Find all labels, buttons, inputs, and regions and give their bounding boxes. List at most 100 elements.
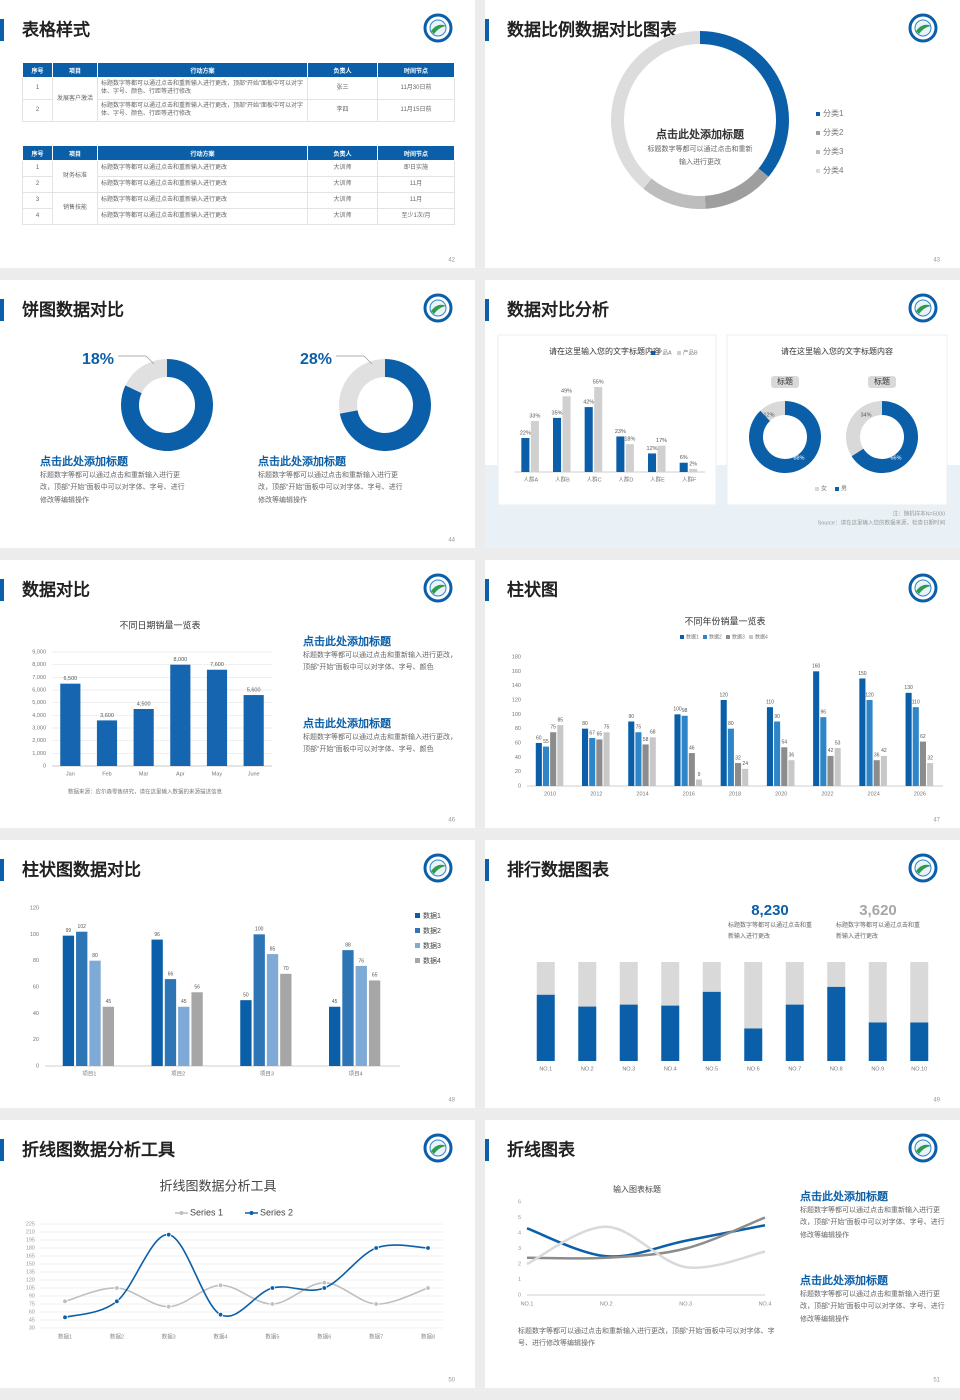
bar — [542, 746, 550, 786]
data-label: 6,500 — [63, 676, 77, 682]
block-heading: 点击此处添加标题 — [800, 1273, 889, 1287]
bar — [170, 664, 191, 766]
data-label: 60 — [536, 735, 542, 741]
table-cell: 11月 — [377, 176, 455, 193]
block-heading: 点击此处添加标题 — [303, 634, 392, 648]
bar — [919, 741, 926, 786]
data-label: 18% — [624, 437, 635, 443]
table-row: 1 财务标准 标题数字等都可以通过点击和重新输入进行更改 大训师 即日实施 — [22, 160, 455, 193]
y-tick-label: 180 — [26, 1245, 35, 1251]
bar-segment — [702, 962, 721, 992]
page-number: 43 — [933, 258, 940, 264]
x-tick-label: Apr — [176, 771, 185, 777]
data-label: 56 — [194, 985, 200, 991]
x-tick-label: 2026 — [914, 791, 926, 797]
bar-segment — [785, 1004, 804, 1061]
data-label: 99 — [66, 928, 72, 934]
x-tick-label: Mar — [139, 771, 149, 777]
data-label: 75 — [604, 725, 610, 731]
bar — [628, 721, 635, 786]
legend-swatch — [816, 131, 820, 135]
data-label: 68 — [650, 730, 656, 736]
bar — [596, 739, 603, 786]
table-cell: 11月30日前 — [377, 77, 455, 100]
page-number: 48 — [448, 1098, 455, 1104]
y-tick-label: 45 — [29, 1317, 35, 1323]
bar — [679, 462, 688, 472]
bar-segment — [578, 962, 597, 1007]
donut-segment — [121, 359, 213, 451]
bar — [681, 715, 688, 786]
logo — [431, 304, 446, 314]
header-row: 序号 项目 行动方案 负责人 时间节点 — [22, 62, 455, 78]
data-label: 2% — [689, 461, 697, 467]
bar — [788, 760, 795, 786]
data-label: 53 — [835, 740, 841, 746]
donut-segment — [125, 359, 167, 394]
bar — [859, 678, 866, 786]
title-accent — [0, 579, 4, 601]
bar-segment — [619, 1004, 638, 1061]
bar-segment — [702, 991, 721, 1061]
data-label: 85 — [270, 946, 276, 952]
y-tick-label: 40 — [33, 1011, 39, 1017]
title-accent — [0, 19, 4, 41]
bar-segment — [619, 962, 638, 1005]
x-tick-label: 2016 — [683, 791, 695, 797]
table-row: 1 发展客户激活 标题数字等都可以通过点击和重新输入进行更改，顶部“开始”面板中可以… — [22, 77, 455, 122]
data-label: 120 — [720, 692, 729, 698]
source-note: 数据来源：应尔森零售研究，请在这里输入数据的来源描述信息 — [68, 787, 223, 795]
data-label: 100 — [673, 707, 682, 713]
y-tick-label: 120 — [512, 697, 521, 703]
data-table: 序号 项目 行动方案 负责人 时间节点 1 财务标准 标题数字等都可以通过点击和重新输入进行更… — [22, 145, 455, 225]
legend-swatch — [816, 169, 820, 173]
stat-text: 标题数字等都可以通过点击和重新输入进行更改 — [728, 923, 813, 940]
data-label: 17% — [656, 438, 667, 444]
page-number: 44 — [448, 538, 455, 544]
x-tick-label: 2014 — [636, 791, 648, 797]
logo — [916, 864, 931, 874]
data-table: 序号 项目 行动方案 负责人 时间节点 1 发展客户激活 标题数字等都可以通过点击和重新输入进… — [22, 62, 455, 122]
y-tick-label: 30 — [29, 1325, 35, 1331]
x-tick-label: 数据6 — [317, 1332, 331, 1340]
bar — [96, 720, 118, 766]
donut-segment — [704, 168, 769, 209]
x-tick-label: Feb — [102, 771, 111, 777]
data-label: 76 — [359, 958, 365, 964]
legend-swatch — [415, 913, 420, 918]
x-tick-label: 2018 — [729, 791, 741, 797]
y-tick-label: 8,000 — [32, 662, 46, 668]
y-tick-label: 5 — [518, 1215, 521, 1221]
bar-segment — [744, 1028, 763, 1061]
data-label: 150 — [858, 671, 867, 677]
table-cell: 标题数字等都可以通过点击和重新输入进行更改，顶部“开始”面板中可以对字体、字号、… — [97, 99, 308, 122]
legend-label: 数据2 — [423, 926, 441, 935]
data-label: 8,000 — [173, 657, 187, 663]
x-tick-label: 数据2 — [110, 1332, 124, 1340]
slide-title: 柱状图 — [507, 579, 558, 599]
data-label: 12% — [763, 412, 774, 418]
table-row: 2 标题数字等都可以通过点击和重新输入进行更改，顶部“开始”面板中可以对字体、字号… — [22, 99, 455, 122]
legend-swatch — [749, 635, 753, 639]
data-label: 96 — [821, 710, 827, 716]
page-number: 47 — [933, 818, 940, 824]
bar — [243, 695, 264, 766]
data-label: 70 — [283, 966, 289, 972]
legend-label: 分类2 — [823, 127, 844, 137]
header-cell: 时间节点 — [377, 62, 455, 78]
block-text: 标题数字等都可以通过点击和重新输入进行更改，顶部“开始”面板中可以对字体、字号、… — [800, 1291, 945, 1323]
table-cell: 大训师 — [307, 160, 378, 177]
logo — [916, 584, 931, 594]
bar — [62, 935, 75, 1066]
table-cell: 大训师 — [307, 208, 378, 225]
table-cell: 1 — [22, 77, 53, 100]
block-heading: 点击此处添加标题 — [303, 716, 392, 730]
table-cell: 至少1次/月 — [377, 208, 455, 225]
header-cell: 项目 — [52, 62, 98, 78]
legend-label: 分类4 — [823, 165, 844, 175]
data-label: 45 — [106, 999, 112, 1005]
data-label: 90 — [774, 714, 780, 720]
slide-title: 数据对比分析 — [507, 299, 609, 319]
data-label: 88% — [793, 455, 804, 461]
slide-title: 饼图数据对比 — [22, 299, 124, 319]
